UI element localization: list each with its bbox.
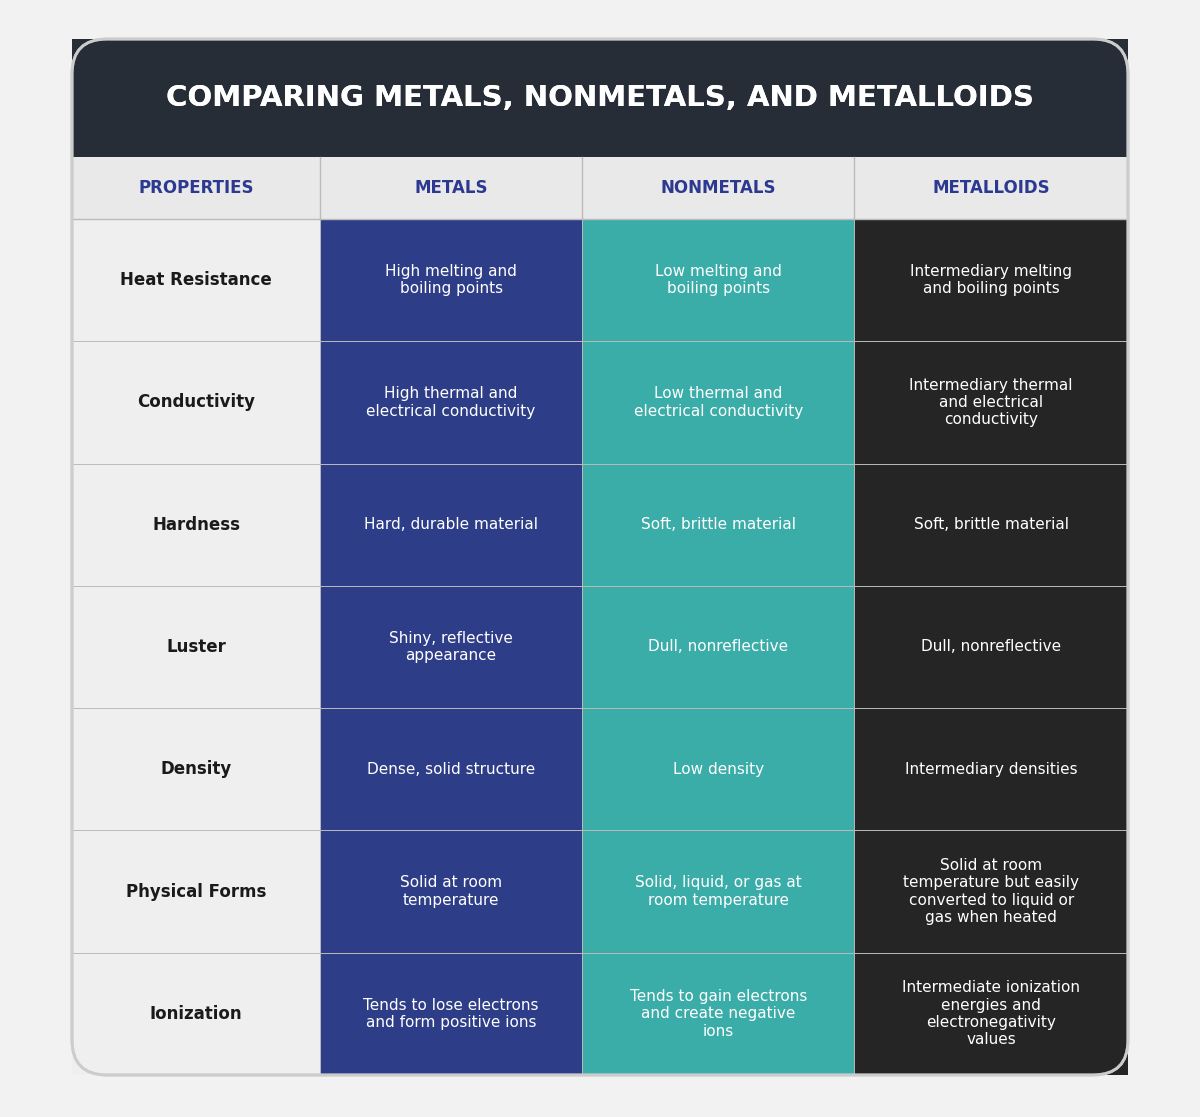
Text: Solid at room
temperature but easily
converted to liquid or
gas when heated: Solid at room temperature but easily con…: [904, 858, 1079, 925]
Bar: [582, 464, 854, 585]
Text: PROPERTIES: PROPERTIES: [138, 179, 254, 197]
Bar: [72, 39, 1128, 157]
Bar: [854, 585, 1128, 708]
Text: Dull, nonreflective: Dull, nonreflective: [648, 640, 788, 655]
Bar: [320, 953, 582, 1075]
Text: Tends to gain electrons
and create negative
ions: Tends to gain electrons and create negat…: [630, 989, 806, 1039]
Bar: [72, 157, 1128, 219]
FancyBboxPatch shape: [72, 39, 1128, 157]
Bar: [582, 953, 854, 1075]
Text: METALLOIDS: METALLOIDS: [932, 179, 1050, 197]
Text: Ionization: Ionization: [150, 1005, 242, 1023]
Text: Low density: Low density: [673, 762, 764, 776]
Text: Luster: Luster: [166, 638, 226, 656]
Bar: [72, 708, 320, 830]
Text: Dense, solid structure: Dense, solid structure: [367, 762, 535, 776]
Bar: [72, 585, 320, 708]
Text: Intermediary melting
and boiling points: Intermediary melting and boiling points: [911, 264, 1073, 296]
Text: COMPARING METALS, NONMETALS, AND METALLOIDS: COMPARING METALS, NONMETALS, AND METALLO…: [166, 84, 1034, 112]
Bar: [320, 464, 582, 585]
Text: Physical Forms: Physical Forms: [126, 882, 266, 900]
Bar: [72, 98, 1128, 157]
Bar: [72, 464, 320, 585]
Text: METALS: METALS: [414, 179, 488, 197]
Text: High thermal and
electrical conductivity: High thermal and electrical conductivity: [366, 386, 535, 419]
Bar: [320, 219, 582, 342]
Bar: [72, 219, 320, 342]
Text: Intermediary densities: Intermediary densities: [905, 762, 1078, 776]
Bar: [320, 830, 582, 953]
Bar: [582, 708, 854, 830]
Bar: [320, 585, 582, 708]
Bar: [582, 830, 854, 953]
Bar: [854, 708, 1128, 830]
Text: Soft, brittle material: Soft, brittle material: [641, 517, 796, 532]
Bar: [854, 953, 1128, 1075]
Text: Solid at room
temperature: Solid at room temperature: [400, 876, 502, 908]
Text: Intermediary thermal
and electrical
conductivity: Intermediary thermal and electrical cond…: [910, 378, 1073, 428]
Bar: [854, 464, 1128, 585]
Text: Hard, durable material: Hard, durable material: [364, 517, 538, 532]
Bar: [854, 830, 1128, 953]
Bar: [582, 219, 854, 342]
Text: COMPARING METALS, NONMETALS, AND METALLOIDS: COMPARING METALS, NONMETALS, AND METALLO…: [166, 84, 1034, 112]
Text: Soft, brittle material: Soft, brittle material: [913, 517, 1069, 532]
Text: High melting and
boiling points: High melting and boiling points: [385, 264, 517, 296]
Bar: [320, 342, 582, 464]
Bar: [72, 157, 1128, 1075]
Bar: [854, 219, 1128, 342]
Bar: [854, 342, 1128, 464]
Text: Shiny, reflective
appearance: Shiny, reflective appearance: [389, 631, 514, 663]
Text: Tends to lose electrons
and form positive ions: Tends to lose electrons and form positiv…: [364, 997, 539, 1030]
Text: Heat Resistance: Heat Resistance: [120, 271, 272, 289]
Bar: [582, 585, 854, 708]
Bar: [320, 708, 582, 830]
Text: Density: Density: [161, 761, 232, 779]
Bar: [582, 342, 854, 464]
Bar: [72, 953, 320, 1075]
Text: Intermediate ionization
energies and
electronegativity
values: Intermediate ionization energies and ele…: [902, 981, 1080, 1048]
Bar: [72, 830, 320, 953]
Text: Solid, liquid, or gas at
room temperature: Solid, liquid, or gas at room temperatur…: [635, 876, 802, 908]
Text: Dull, nonreflective: Dull, nonreflective: [922, 640, 1061, 655]
Bar: [72, 342, 320, 464]
Text: Low thermal and
electrical conductivity: Low thermal and electrical conductivity: [634, 386, 803, 419]
Text: NONMETALS: NONMETALS: [660, 179, 776, 197]
Text: Hardness: Hardness: [152, 516, 240, 534]
Text: Conductivity: Conductivity: [137, 393, 256, 411]
Text: Low melting and
boiling points: Low melting and boiling points: [655, 264, 781, 296]
